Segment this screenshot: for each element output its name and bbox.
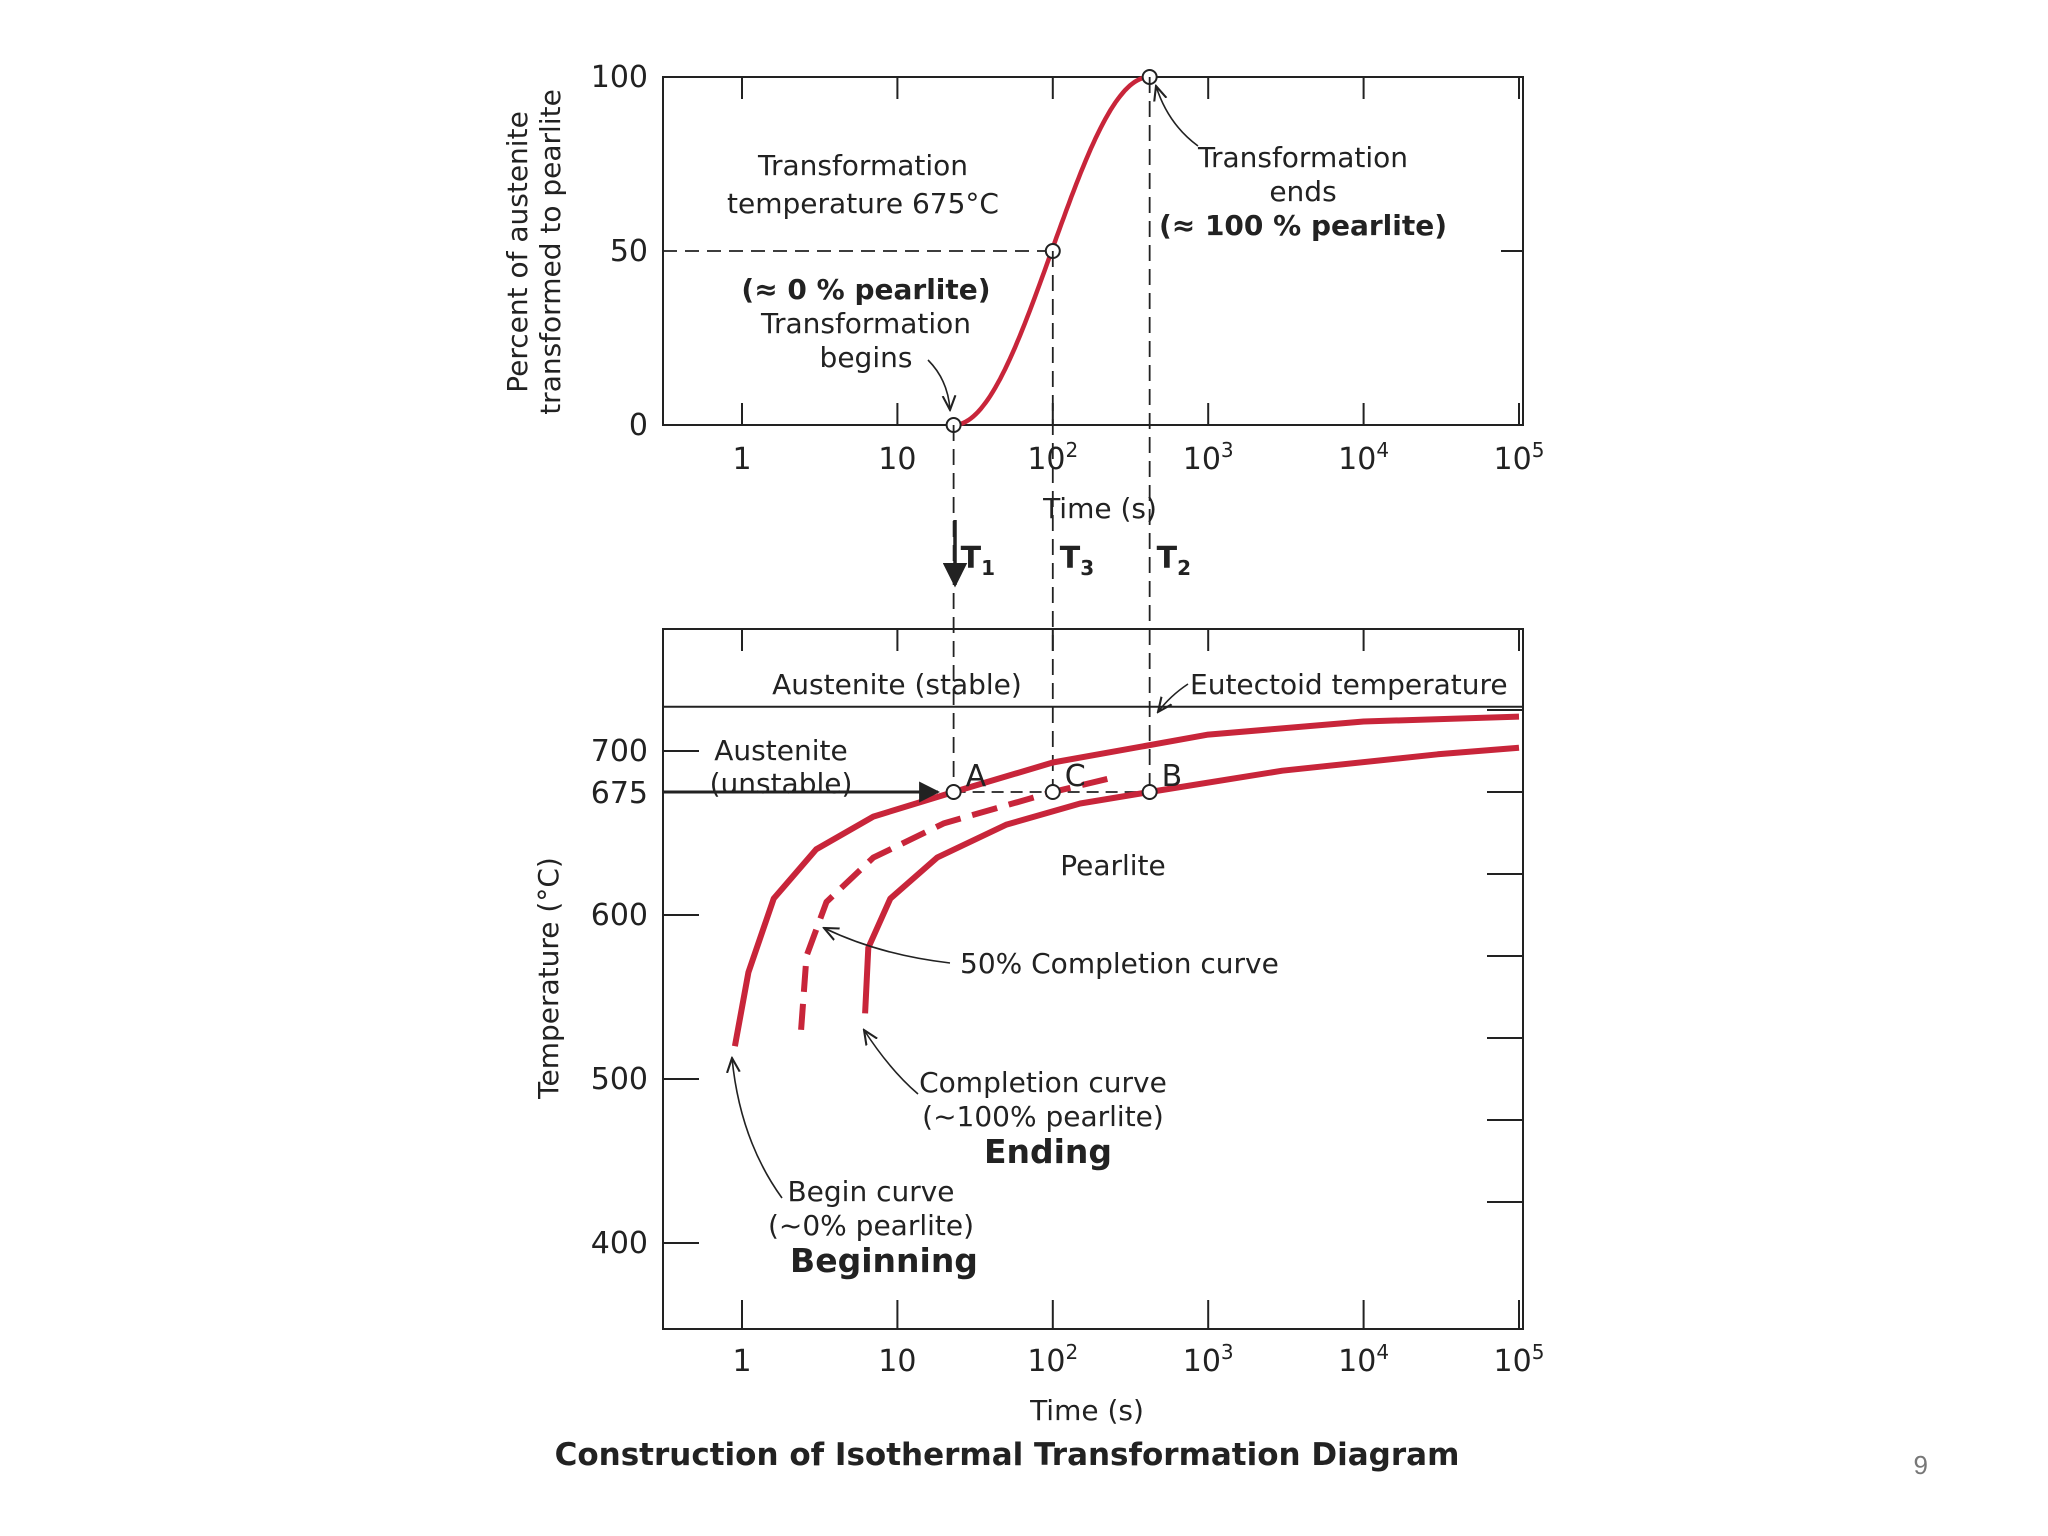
ann-temp-line2: temperature 675°C [727, 187, 999, 220]
label-austenite-stable: Austenite (stable) [772, 668, 1022, 701]
chart-title: Construction of Isothermal Transformatio… [555, 1437, 1460, 1473]
top-x-tick-label-2-exponent: 2 [1066, 438, 1079, 462]
point-label-A: A [966, 759, 987, 794]
time-marker-label-1: T3 [1060, 541, 1094, 580]
point-B [1141, 784, 1158, 800]
label-eutectoid: Eutectoid temperature [1190, 668, 1508, 701]
isothermal-transformation-chart: 1 10 102 103 104 105 400 500 600 700 A C B Tempera… [532, 628, 1545, 1473]
bottom-x-tick-label-0: 1 [732, 1344, 751, 1379]
top-plot-frame [662, 76, 1524, 426]
curve-begin-curve [731, 713, 1520, 1047]
label-completion-1: Completion curve [919, 1066, 1167, 1099]
label-begin-2: (~0% pearlite) [768, 1209, 974, 1242]
bottom-x-tick-label-5: 105 [1494, 1340, 1545, 1379]
time-marker-sub-0: 1 [981, 556, 995, 580]
top-y-tick-label-0: 0 [629, 408, 648, 443]
bottom-y-tick-label-0: 400 [591, 1226, 648, 1261]
label-ending: Ending [984, 1132, 1112, 1171]
bottom-xlabel: Time (s) [1029, 1394, 1144, 1427]
top-y-tick-label-1: 50 [610, 234, 648, 269]
bottom-x-tick-label-4-exponent: 4 [1376, 1340, 1389, 1364]
bottom-x-tick-label-3-exponent: 3 [1221, 1340, 1234, 1364]
highlight-temperature-label: 675 [591, 776, 648, 811]
ann-ends-arrow [1156, 86, 1199, 147]
top-x-tick-label-1: 10 [878, 442, 916, 477]
point-label-C: C [1065, 759, 1086, 794]
bottom-y-tick-label-2: 600 [591, 898, 648, 933]
point-C [1044, 784, 1061, 800]
ann-begins-line2: Transformation [760, 307, 971, 340]
point-label-B: B [1162, 759, 1183, 794]
eutectoid-arrow [1158, 683, 1189, 712]
bottom-plot-frame [662, 628, 1524, 1330]
label-fifty-percent: 50% Completion curve [960, 947, 1279, 980]
bottom-y-ticks: 400 500 600 700 [591, 709, 1523, 1261]
top-ylabel-line1: Percent of austenite [501, 111, 534, 393]
ann-begins-arrow [927, 359, 950, 410]
ann-ends-line1: Transformation [1197, 141, 1408, 174]
top-x-tick-label-3-exponent: 3 [1221, 438, 1234, 462]
label-begin-1: Begin curve [787, 1175, 954, 1208]
begin-arrow [732, 1058, 783, 1199]
time-marker-label-0: T1 [961, 541, 995, 580]
curve-completion-curve [862, 744, 1520, 1014]
top-ylabel-line2: transformed to pearlite [534, 89, 567, 415]
completion-arrow [864, 1030, 919, 1095]
top-x-tick-label-4-exponent: 4 [1376, 438, 1389, 462]
top-x-tick-label-3: 103 [1183, 438, 1234, 477]
top-curve-points [945, 69, 1158, 433]
time-marker-sub-1: 3 [1080, 556, 1094, 580]
bottom-x-tick-label-2-exponent: 2 [1066, 1340, 1079, 1364]
top-xlabel: Time (s) [1042, 492, 1157, 525]
curve-50-completion-curve [798, 774, 1116, 1031]
label-completion-2: (~100% pearlite) [922, 1100, 1164, 1133]
bottom-y-tick-label-1: 500 [591, 1062, 648, 1097]
top-x-tick-label-4: 104 [1338, 438, 1389, 477]
top-x-tick-label-0: 1 [732, 442, 751, 477]
label-beginning: Beginning [790, 1241, 978, 1280]
fifty-percent-arrow [824, 928, 951, 964]
bottom-x-tick-label-3: 103 [1183, 1340, 1234, 1379]
ann-begins-line1: (≈ 0 % pearlite) [741, 273, 990, 306]
slide-number: 9 [1913, 1450, 1928, 1480]
bottom-ylabel: Temperature (°C) [532, 857, 565, 1100]
top-x-tick-label-5-exponent: 5 [1532, 438, 1545, 462]
time-marker-sub-2: 2 [1177, 556, 1191, 580]
top-y-ticks: 0 50 100 [591, 60, 1523, 443]
top-x-tick-label-5: 105 [1494, 438, 1545, 477]
label-austenite-unstable-2: (unstable) [710, 767, 853, 800]
bottom-x-tick-label-1: 10 [878, 1344, 916, 1379]
ann-temp-line1: Transformation [757, 149, 968, 182]
bottom-y-tick-label-3: 700 [591, 734, 648, 769]
label-pearlite: Pearlite [1060, 849, 1166, 882]
ann-begins-line3: begins [820, 341, 913, 374]
time-marker-label-2: T2 [1157, 541, 1191, 580]
label-austenite-unstable-1: Austenite [714, 734, 847, 767]
ann-ends-line2: ends [1269, 175, 1336, 208]
point-A [945, 784, 962, 800]
bottom-x-tick-label-2: 102 [1027, 1340, 1078, 1379]
top-y-tick-label-2: 100 [591, 60, 648, 95]
bottom-x-tick-label-4: 104 [1338, 1340, 1389, 1379]
ann-ends-line3: (≈ 100 % pearlite) [1159, 209, 1447, 242]
bottom-x-tick-label-5-exponent: 5 [1532, 1340, 1545, 1364]
